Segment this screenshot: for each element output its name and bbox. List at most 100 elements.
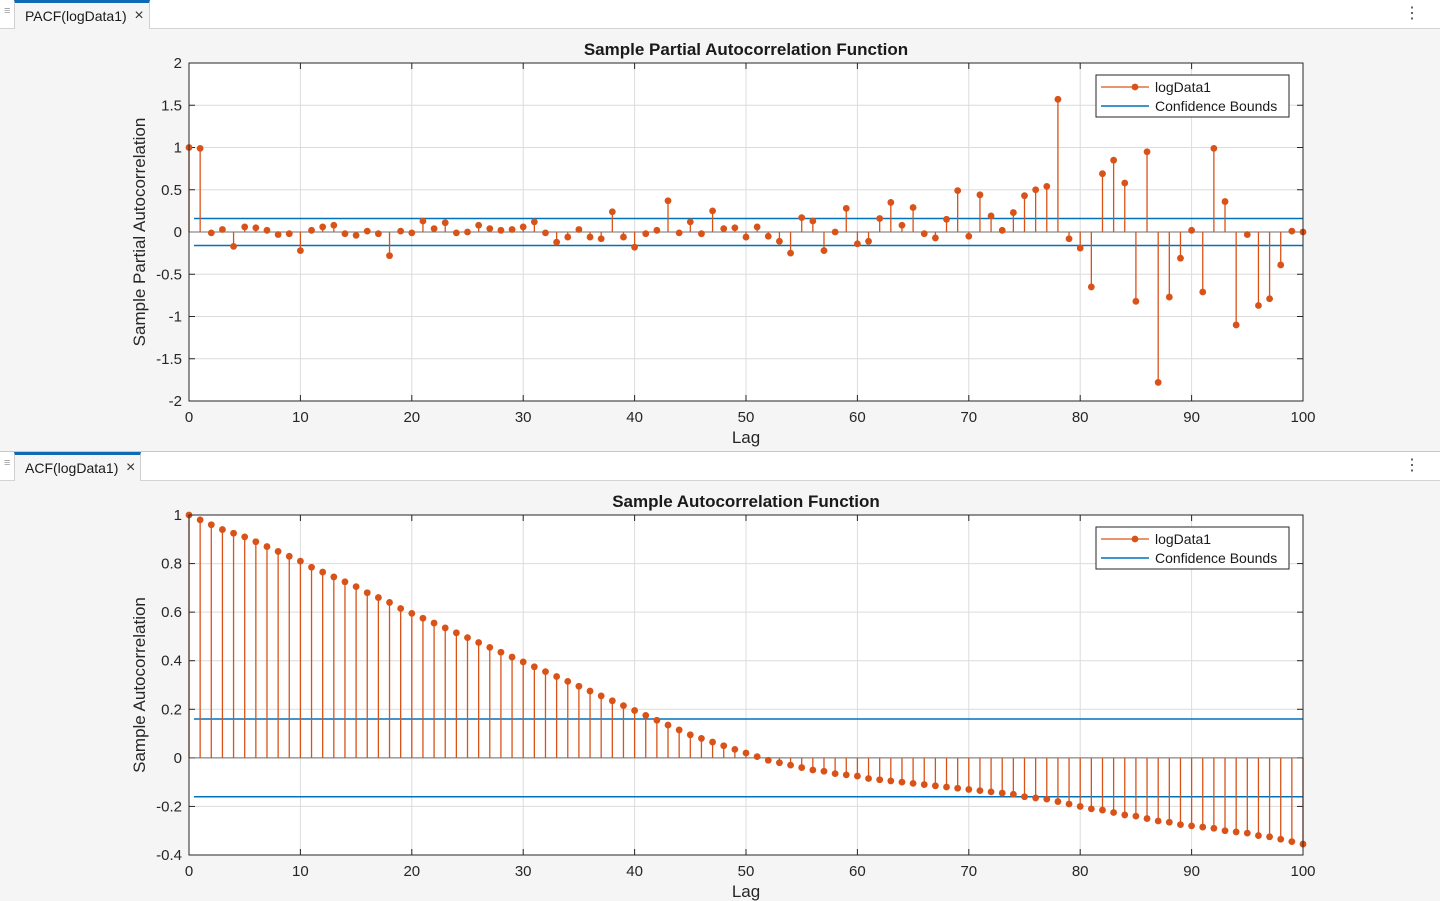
- stem-marker: [1043, 182, 1051, 190]
- stem-marker: [1266, 295, 1273, 303]
- stem-marker: [842, 771, 850, 779]
- stem-marker: [842, 204, 850, 212]
- stem-marker: [1009, 209, 1017, 216]
- stem-marker: [965, 786, 973, 793]
- stem-marker: [475, 221, 483, 229]
- stem-marker: [374, 594, 382, 601]
- close-icon[interactable]: ×: [134, 7, 144, 24]
- stem-marker: [519, 658, 527, 666]
- x-tick-label: 10: [292, 409, 309, 426]
- stem-marker: [241, 533, 249, 541]
- x-axis-label: Lag: [732, 428, 760, 447]
- stem-marker: [241, 223, 249, 231]
- tab-pacf[interactable]: PACF(logData1) ×: [14, 0, 150, 29]
- pacf-figure-panel: ≡ PACF(logData1) × ⋮ 0 10 20 30 40 50 60 70 80 90…: [0, 0, 1440, 451]
- stem-marker: [1032, 186, 1040, 194]
- stem-marker: [686, 731, 694, 739]
- tab-acf[interactable]: ACF(logData1) ×: [14, 452, 142, 481]
- y-tick-label: 0.5: [161, 182, 182, 199]
- y-tick-label: -0.5: [156, 266, 182, 283]
- stem-marker: [408, 229, 416, 237]
- x-tick-label: 70: [960, 409, 977, 426]
- stem-marker: [909, 204, 917, 211]
- stem-marker: [898, 221, 906, 229]
- stem-marker: [397, 605, 405, 612]
- x-tick-label: 90: [1183, 409, 1200, 426]
- stem-marker: [876, 776, 884, 784]
- tab-strip: ≡ PACF(logData1) × ⋮: [0, 0, 1440, 29]
- stem-marker: [709, 207, 716, 215]
- y-tick-label: -0.4: [156, 847, 182, 864]
- stem-marker: [464, 228, 471, 236]
- stem-marker: [530, 663, 538, 671]
- stem-marker: [742, 749, 750, 757]
- stem-marker: [1277, 835, 1285, 843]
- legend-entry-label: logData1: [1155, 79, 1211, 95]
- close-icon[interactable]: ×: [126, 459, 136, 476]
- stem-marker: [285, 552, 293, 560]
- stem-marker: [809, 217, 817, 225]
- stem-marker: [776, 237, 783, 245]
- drag-handle-icon[interactable]: ≡: [4, 457, 11, 469]
- stem-marker: [1277, 261, 1285, 269]
- stem-marker: [920, 230, 928, 238]
- chart-title: Sample Partial Autocorrelation Function: [584, 40, 908, 59]
- stem-marker: [1154, 379, 1162, 386]
- stem-marker: [330, 221, 338, 229]
- acf-plot: 0 10 20 30 40 50 60 70 80 90 100 1 0.8 0.6 0.4 0.2 0 -0.2…: [0, 481, 1440, 901]
- stem-marker: [787, 249, 794, 257]
- stem-marker: [642, 711, 650, 719]
- stem-marker: [1121, 811, 1129, 819]
- stem-marker: [363, 227, 371, 235]
- stem-marker: [1043, 795, 1051, 803]
- stem-marker: [419, 614, 427, 622]
- stem-marker: [341, 578, 349, 586]
- pacf-plot: 0 10 20 30 40 50 60 70 80 90 100 2 1.5 1 0.5 0 -0.5 -1 -1.…: [0, 29, 1440, 451]
- stem-marker: [464, 634, 471, 642]
- x-tick-label: 50: [738, 863, 755, 880]
- x-tick-label: 100: [1290, 863, 1315, 880]
- stem-marker: [931, 782, 939, 790]
- stem-marker: [542, 229, 549, 237]
- stem-marker: [865, 775, 872, 782]
- stem-marker: [698, 230, 705, 238]
- stem-marker: [1065, 800, 1073, 808]
- tab-strip: ≡ ACF(logData1) × ⋮: [0, 452, 1440, 481]
- stem-marker: [252, 538, 260, 546]
- y-tick-label: 0.8: [161, 556, 182, 573]
- stem-marker: [686, 218, 694, 226]
- stem-marker: [1232, 321, 1240, 329]
- stem-marker: [608, 208, 616, 216]
- stem-marker: [1255, 832, 1262, 839]
- y-axis-label: Sample Partial Autocorrelation: [130, 118, 149, 347]
- stem-marker: [954, 187, 962, 194]
- y-tick-label: -2: [169, 393, 182, 410]
- x-tick-label: 20: [403, 409, 420, 426]
- stem-marker: [1099, 806, 1106, 814]
- axes-box: [188, 514, 1304, 856]
- stem-marker: [1165, 293, 1173, 301]
- stem-marker: [352, 583, 360, 591]
- legend-entry-label: Confidence Bounds: [1155, 98, 1277, 114]
- more-options-icon[interactable]: ⋮: [1404, 457, 1420, 474]
- stem-marker: [285, 230, 293, 238]
- y-tick-label: 1.5: [161, 97, 182, 114]
- stem-marker: [1032, 794, 1040, 802]
- stem-marker: [776, 759, 783, 767]
- stem-marker: [831, 770, 839, 778]
- stem-marker: [664, 721, 672, 729]
- stem-marker: [441, 219, 449, 227]
- y-tick-label: 0.2: [161, 701, 182, 718]
- stem-marker: [575, 682, 583, 690]
- stem-marker: [1132, 297, 1140, 305]
- stem-marker: [675, 229, 683, 237]
- more-options-icon[interactable]: ⋮: [1404, 5, 1420, 22]
- stem-marker: [1199, 823, 1207, 831]
- stem-marker: [709, 738, 716, 746]
- stem-marker: [865, 237, 872, 245]
- drag-handle-icon[interactable]: ≡: [4, 5, 11, 17]
- stem-marker: [586, 233, 594, 241]
- stem-marker: [809, 766, 817, 774]
- stem-marker: [341, 230, 349, 238]
- stem-marker: [720, 742, 728, 750]
